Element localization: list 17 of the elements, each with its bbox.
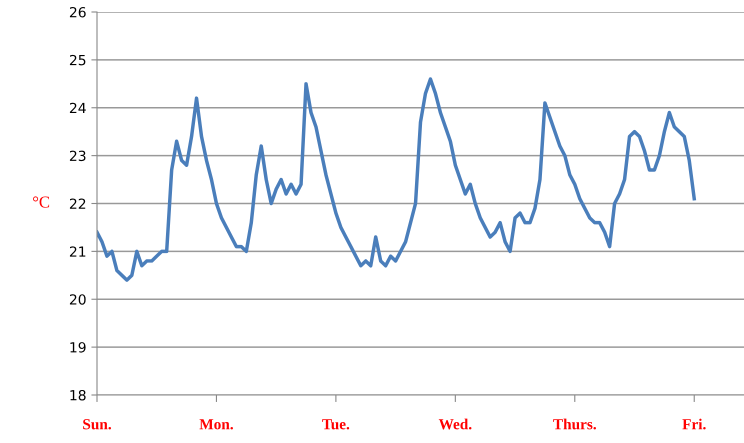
y-tick-label: 19	[70, 342, 86, 353]
x-tick-label: Fri.	[682, 418, 706, 430]
x-tick-label: Tue.	[322, 419, 350, 430]
x-tick-label: Thurs.	[553, 418, 596, 430]
x-tick-label: Wed.	[438, 418, 472, 430]
y-tick-label: 23	[70, 150, 86, 162]
y-tick-label: 21	[70, 246, 86, 257]
y-tick-label: 18	[70, 390, 86, 400]
y-axis-title: °C	[33, 196, 50, 208]
y-tick-label: 20	[70, 294, 86, 305]
y-tick-label: 24	[70, 102, 86, 114]
x-tick-label: Sun.	[83, 419, 111, 430]
y-tick-label: 25	[70, 54, 86, 66]
y-tick-label: 22	[70, 198, 86, 209]
y-tick-label: 26	[70, 6, 86, 18]
line-series	[97, 77, 696, 282]
x-tick-label: Mon.	[200, 419, 233, 430]
